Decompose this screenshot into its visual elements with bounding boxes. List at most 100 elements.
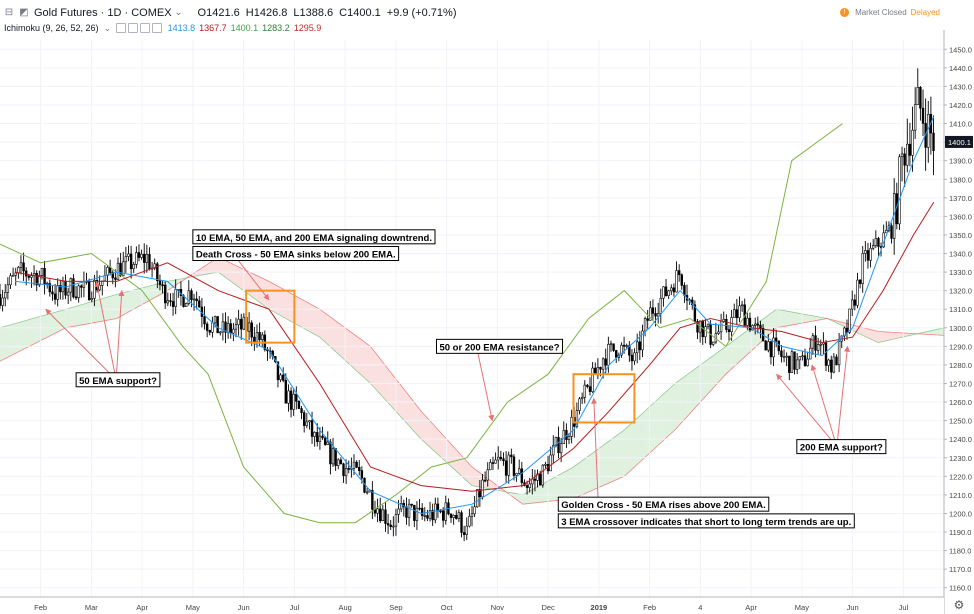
candle-body — [9, 275, 12, 286]
candle-body — [483, 479, 487, 482]
candle-body — [596, 367, 600, 375]
price-tick-label: 1200.0 — [949, 509, 972, 518]
settings-icon[interactable] — [127, 23, 138, 33]
cloud-segment — [139, 287, 143, 306]
gear-icon[interactable]: ⚙ — [953, 598, 965, 612]
candle-body — [494, 459, 497, 464]
candle-body — [226, 323, 230, 333]
collapse-icon[interactable]: ⊟ — [4, 7, 14, 18]
cloud-segment — [355, 335, 358, 372]
cloud-segment — [817, 316, 820, 321]
candle-body — [219, 331, 222, 334]
cloud-segment — [705, 359, 708, 397]
cloud-segment — [477, 470, 480, 487]
candle-body — [337, 459, 340, 466]
cloud-segment — [157, 283, 160, 297]
chevron-down-icon[interactable]: ⌄ — [174, 7, 183, 18]
eye-icon[interactable] — [115, 23, 126, 33]
cloud-segment — [233, 264, 236, 286]
more-icon[interactable] — [151, 23, 162, 33]
cloud-segment — [766, 314, 769, 338]
candle-body — [247, 322, 251, 332]
annotation-arrow — [475, 346, 495, 422]
candle-body — [203, 316, 206, 325]
cloud-segment — [573, 465, 577, 499]
candle-body — [538, 473, 542, 486]
cloud-segment — [388, 369, 391, 406]
candle-body — [612, 343, 615, 351]
price-tick-label: 1190.0 — [949, 528, 971, 537]
symbol-row: ⊟ ◩ Gold Futures · 1D · COMEX ⌄ O 1421.6 … — [4, 5, 457, 21]
candle-body — [284, 380, 288, 404]
candle-body — [662, 286, 665, 299]
cloud-segment — [210, 260, 214, 274]
candle-body — [397, 508, 400, 515]
candle-body — [169, 300, 172, 302]
candle-body — [40, 268, 44, 276]
cloud-segment — [375, 352, 379, 392]
cloud-segment — [773, 309, 777, 331]
candle-body — [66, 291, 70, 296]
candle-body — [866, 250, 870, 261]
candle-body — [444, 502, 447, 521]
cloud-segment — [692, 368, 696, 411]
candle-body — [158, 280, 162, 286]
price-tick-label: 1380.0 — [949, 175, 972, 184]
cloud-segment — [540, 483, 544, 503]
chevron-down-icon[interactable]: ⌄ — [103, 23, 112, 33]
symbol-title[interactable]: Gold Futures · 1D · COMEX — [34, 7, 172, 19]
candle-body — [921, 107, 925, 124]
cloud-segment — [124, 291, 127, 315]
cloud-segment — [928, 330, 932, 335]
candle-body — [675, 270, 678, 293]
candle-body — [153, 263, 156, 269]
cloud-segment — [35, 317, 39, 344]
cloud-segment — [791, 312, 795, 325]
cloud-segment — [137, 288, 140, 308]
candle-body — [302, 412, 306, 426]
candle-body — [659, 297, 663, 314]
candle-body — [633, 352, 636, 362]
annotation-arrow — [836, 345, 850, 447]
indicator-name[interactable]: Ichimoku (9, 26, 52, 26) — [4, 23, 99, 33]
price-tick-label: 1370.0 — [949, 194, 972, 203]
candle-body — [858, 279, 862, 284]
candle-body — [730, 317, 733, 332]
cloud-segment — [636, 415, 640, 465]
candle-body — [570, 417, 573, 437]
candle-body — [803, 355, 807, 367]
candle-body — [198, 300, 201, 308]
cloud-segment — [768, 312, 772, 335]
cloud-segment — [771, 311, 774, 333]
cloud-segment — [256, 275, 259, 302]
cloud-segment — [309, 303, 313, 333]
candle-body — [913, 104, 917, 131]
cloud-segment — [680, 377, 683, 425]
candle-body — [908, 143, 912, 156]
cloud-segment — [624, 427, 627, 477]
candle-body — [305, 421, 308, 426]
cloud-segment — [172, 279, 176, 288]
candle-body — [132, 264, 135, 270]
warning-icon[interactable]: ! — [840, 7, 850, 17]
cloud-segment — [5, 325, 8, 359]
cloud-segment — [588, 454, 592, 492]
candle-body — [389, 524, 392, 527]
candle-body — [830, 359, 833, 373]
close-icon[interactable] — [139, 23, 150, 33]
candle-body — [161, 284, 164, 287]
cloud-segment — [342, 325, 346, 361]
last-price-label: 1400.1 — [948, 138, 971, 147]
annotation-label: 200 EMA support? — [796, 439, 887, 455]
candle-body — [620, 344, 623, 356]
candle-body — [753, 323, 757, 326]
cloud-segment — [880, 331, 884, 343]
candle-body — [428, 510, 432, 519]
indicator-value-base: 1367.7 — [199, 23, 227, 33]
cloud-segment — [603, 442, 607, 486]
candle-body — [195, 298, 198, 302]
candle-body — [557, 437, 560, 454]
candle-body — [848, 308, 851, 333]
candle-body — [4, 292, 7, 299]
